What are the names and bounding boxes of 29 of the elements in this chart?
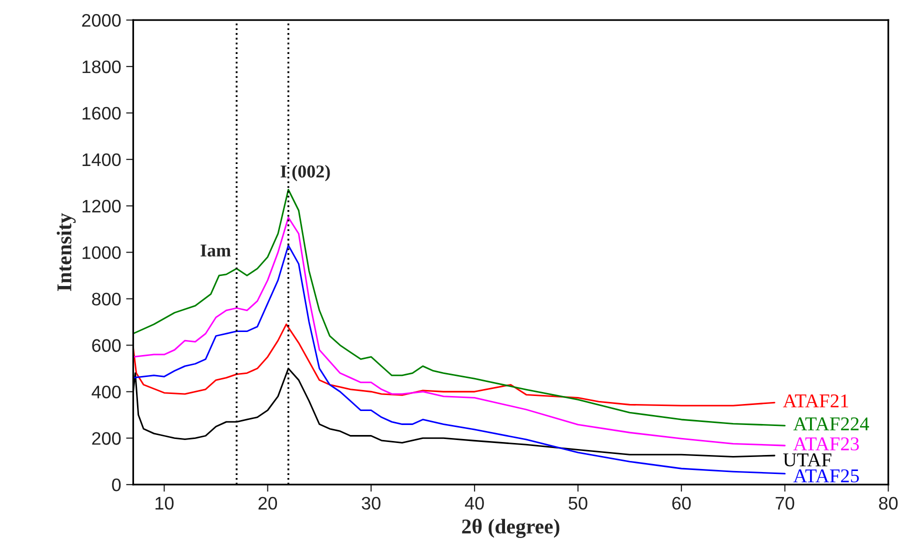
series-label: ATAF224 (793, 417, 870, 430)
series-label: ATAF23 (793, 437, 859, 450)
y-tick-label: 1600 (82, 106, 121, 120)
x-tick-label: 80 (879, 496, 898, 510)
annotation: I (002) (280, 164, 330, 182)
y-tick-label: 400 (92, 386, 121, 398)
y-tick-label: 1800 (82, 60, 121, 74)
x-axis-title: 2θ (degree) (462, 518, 560, 538)
y-tick-label: 600 (92, 339, 121, 352)
series-label: UTAF (783, 453, 832, 466)
x-tick-label: 70 (776, 496, 794, 510)
x-tick-label: 50 (568, 496, 588, 510)
y-tick-label: 1200 (82, 200, 121, 213)
y-tick-label: 0 (112, 478, 121, 492)
y-tick-label: 1400 (82, 153, 121, 166)
x-tick-label: 30 (362, 496, 380, 510)
series-label: ATAF21 (782, 394, 848, 408)
x-tick-label: 40 (464, 496, 484, 510)
y-tick-label: 800 (92, 292, 121, 306)
y-tick-label: 200 (92, 432, 121, 445)
y-axis-title: Intensity (56, 213, 76, 291)
annotation: Iam (200, 244, 231, 257)
y-tick-label: 2000 (82, 14, 121, 27)
x-tick-label: 20 (258, 496, 278, 510)
x-tick-label: 10 (156, 496, 174, 510)
y-tick-label: 1000 (82, 246, 121, 260)
x-tick-label: 60 (672, 496, 691, 510)
series-label: ATAF25 (793, 469, 859, 482)
line-series (133, 324, 776, 406)
